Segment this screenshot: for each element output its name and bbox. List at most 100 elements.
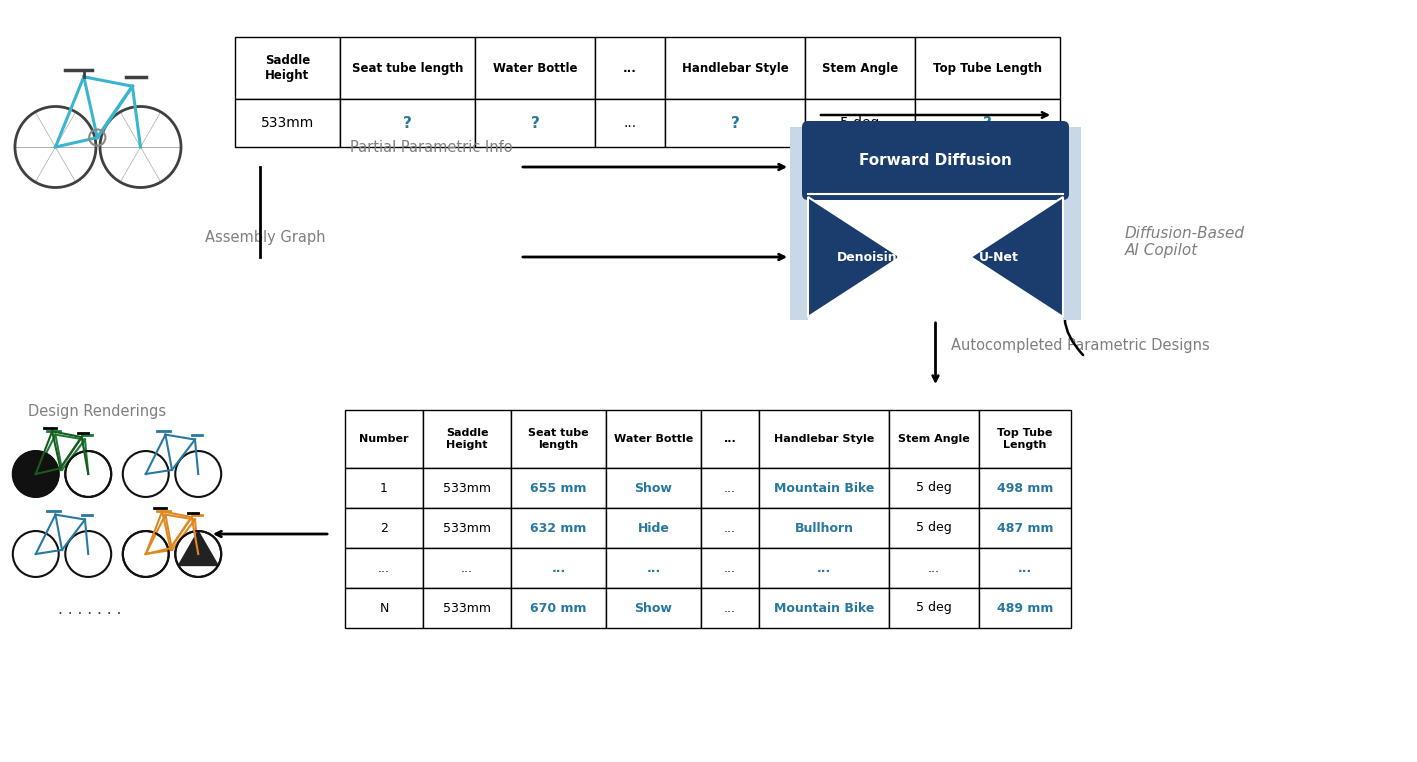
- Text: Hide: Hide: [638, 521, 669, 534]
- Bar: [424, 410, 512, 468]
- Text: 5 deg: 5 deg: [840, 116, 880, 130]
- Text: Forward Diffusion: Forward Diffusion: [859, 153, 1012, 168]
- Text: ...: ...: [724, 482, 735, 495]
- Text: 5 deg: 5 deg: [917, 482, 952, 495]
- Bar: [979, 588, 1071, 628]
- Bar: [888, 468, 979, 508]
- Text: 5 deg: 5 deg: [917, 601, 952, 614]
- Text: Water Bottle: Water Bottle: [614, 434, 693, 444]
- Text: ...: ...: [623, 62, 636, 75]
- Text: Mountain Bike: Mountain Bike: [774, 601, 874, 614]
- Text: ?: ?: [731, 116, 740, 130]
- Text: ...: ...: [461, 562, 473, 575]
- Text: Partial Parametric Info: Partial Parametric Info: [350, 140, 513, 155]
- Text: Stem Angle: Stem Angle: [822, 62, 898, 75]
- Bar: [979, 508, 1071, 548]
- Bar: [595, 99, 665, 147]
- Text: Saddle
Height: Saddle Height: [265, 54, 310, 82]
- FancyArrowPatch shape: [1064, 281, 1083, 355]
- Bar: [888, 548, 979, 588]
- Text: N: N: [380, 601, 388, 614]
- Text: Show: Show: [635, 601, 673, 614]
- Bar: [665, 99, 805, 147]
- Text: ...: ...: [724, 521, 735, 534]
- Bar: [888, 410, 979, 468]
- Bar: [805, 99, 915, 147]
- Text: Stem Angle: Stem Angle: [898, 434, 969, 444]
- Bar: [424, 508, 512, 548]
- Text: Show: Show: [635, 482, 673, 495]
- Text: Seat tube
length: Seat tube length: [529, 428, 589, 450]
- Text: 1: 1: [380, 482, 388, 495]
- Text: ...: ...: [646, 562, 660, 575]
- Text: 655 mm: 655 mm: [530, 482, 587, 495]
- Text: U-Net: U-Net: [979, 251, 1019, 264]
- Bar: [512, 410, 606, 468]
- Bar: [979, 468, 1071, 508]
- Bar: [915, 99, 1060, 147]
- Text: ...: ...: [551, 562, 565, 575]
- Circle shape: [13, 451, 58, 497]
- Bar: [760, 508, 888, 548]
- Text: 498 mm: 498 mm: [996, 482, 1053, 495]
- Text: 670 mm: 670 mm: [530, 601, 587, 614]
- Bar: [235, 99, 340, 147]
- Bar: [424, 468, 512, 508]
- Bar: [606, 548, 701, 588]
- Text: Handlebar Style: Handlebar Style: [774, 434, 874, 444]
- Text: ?: ?: [983, 116, 992, 130]
- FancyBboxPatch shape: [802, 121, 1068, 200]
- Bar: [791, 127, 808, 194]
- Text: ...: ...: [816, 562, 832, 575]
- Bar: [512, 548, 606, 588]
- Bar: [512, 468, 606, 508]
- Text: . . . . . . .: . . . . . . .: [58, 603, 122, 617]
- Bar: [344, 410, 424, 468]
- Bar: [595, 37, 665, 99]
- Bar: [606, 410, 701, 468]
- Text: Diffusion-Based
AI Copilot: Diffusion-Based AI Copilot: [1125, 226, 1246, 258]
- Text: 5 deg: 5 deg: [917, 521, 952, 534]
- Bar: [760, 468, 888, 508]
- Text: ...: ...: [623, 116, 636, 130]
- Text: ?: ?: [530, 116, 540, 130]
- Polygon shape: [971, 197, 1063, 317]
- Bar: [979, 410, 1071, 468]
- Bar: [701, 410, 760, 468]
- Text: Saddle
Height: Saddle Height: [446, 428, 489, 450]
- Text: 533mm: 533mm: [444, 521, 492, 534]
- Bar: [701, 468, 760, 508]
- Bar: [701, 548, 760, 588]
- Bar: [606, 588, 701, 628]
- Bar: [340, 99, 475, 147]
- Text: ...: ...: [724, 601, 735, 614]
- Bar: [340, 37, 475, 99]
- Text: ...: ...: [1017, 562, 1032, 575]
- Bar: [979, 548, 1071, 588]
- Text: 533mm: 533mm: [261, 116, 315, 130]
- Bar: [665, 37, 805, 99]
- Bar: [760, 548, 888, 588]
- Bar: [344, 548, 424, 588]
- Bar: [344, 468, 424, 508]
- Text: ...: ...: [724, 434, 737, 444]
- Bar: [760, 588, 888, 628]
- Text: Seat tube length: Seat tube length: [351, 62, 463, 75]
- Text: ...: ...: [724, 562, 735, 575]
- Bar: [805, 37, 915, 99]
- Text: Autocompleted Parametric Designs: Autocompleted Parametric Designs: [951, 338, 1209, 353]
- Text: ?: ?: [402, 116, 412, 130]
- Bar: [606, 508, 701, 548]
- Text: Top Tube Length: Top Tube Length: [932, 62, 1041, 75]
- Text: 533mm: 533mm: [444, 601, 492, 614]
- Text: Design Renderings: Design Renderings: [28, 404, 166, 419]
- Polygon shape: [808, 197, 900, 317]
- Text: Assembly Graph: Assembly Graph: [205, 230, 326, 245]
- Text: Handlebar Style: Handlebar Style: [682, 62, 788, 75]
- Bar: [915, 37, 1060, 99]
- Bar: [475, 37, 595, 99]
- Text: Bullhorn: Bullhorn: [795, 521, 853, 534]
- Text: ...: ...: [928, 562, 939, 575]
- Text: Top Tube
Length: Top Tube Length: [998, 428, 1053, 450]
- Bar: [344, 508, 424, 548]
